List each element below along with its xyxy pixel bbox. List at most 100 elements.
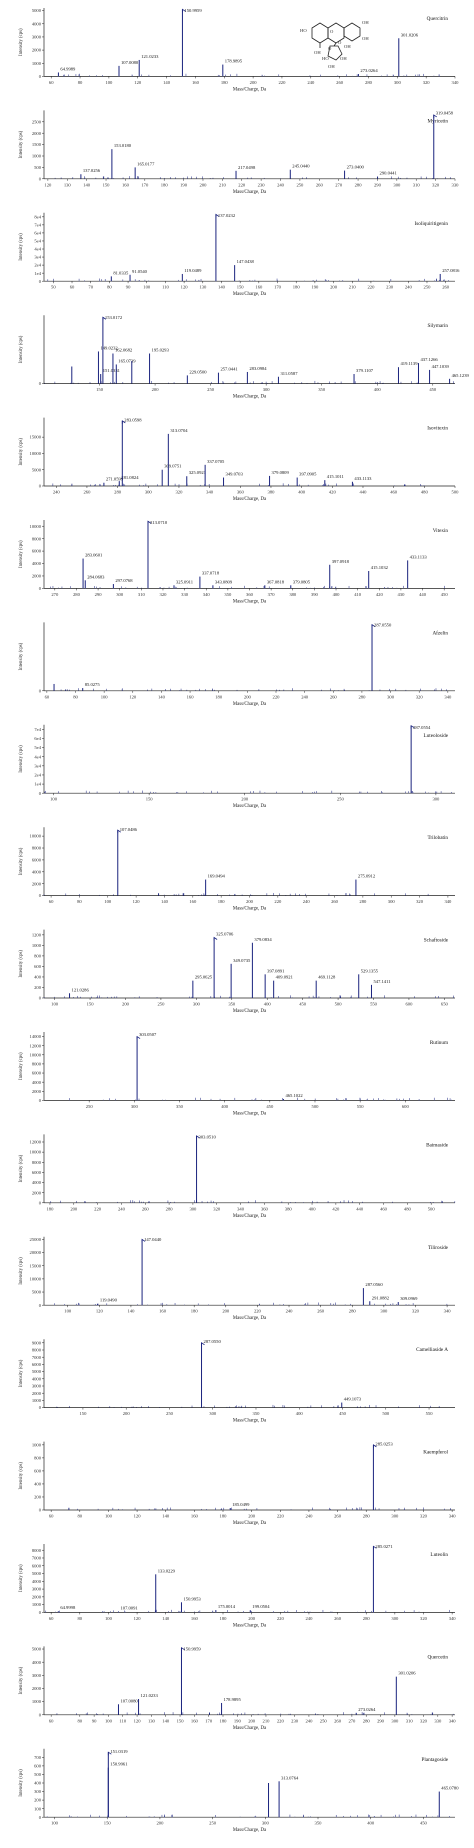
- y-axis-title: Intensity (cps): [19, 28, 24, 56]
- x-tick-label: 170: [205, 1718, 213, 1723]
- x-tick-label: 250: [424, 285, 432, 290]
- peak-label: 419.1139: [400, 361, 418, 366]
- x-tick-label: 220: [367, 285, 375, 290]
- x-tick-label: 100: [50, 797, 58, 802]
- x-tick-label: 260: [316, 182, 324, 187]
- x-tick-label: 280: [166, 1206, 174, 1211]
- peak-label: 379.1107: [356, 368, 374, 373]
- peak-label: 319.0458: [436, 110, 454, 115]
- peak-label: 469.1128: [318, 975, 336, 980]
- x-tick-label: 550: [357, 1104, 365, 1109]
- x-tick-label: 300: [262, 1821, 270, 1826]
- peak-marker: [213, 936, 218, 941]
- x-tick-label: 120: [133, 899, 141, 904]
- x-tick-label: 140: [163, 80, 171, 85]
- x-tick-label: 280: [363, 1616, 371, 1621]
- peak-label: 283.0984: [249, 366, 267, 371]
- y-tick-label: 12000: [30, 1043, 42, 1048]
- y-tick-label: 4000: [32, 561, 42, 566]
- x-tick-label: 130: [64, 182, 72, 187]
- peak-label: 325.0911: [176, 579, 194, 584]
- y-tick-label: 3000: [32, 1673, 42, 1678]
- peak-marker: [182, 8, 186, 13]
- y-tick-label: 0: [39, 1405, 42, 1410]
- peak-label: 150.9953: [183, 1596, 201, 1601]
- peak-label: 285.0271: [375, 1544, 393, 1549]
- x-tick-label: 150: [237, 285, 245, 290]
- x-tick-label: 60: [49, 1718, 54, 1723]
- x-axis-title: Mass/Charge, Da: [233, 190, 267, 195]
- x-tick-label: 180: [293, 285, 301, 290]
- peak-label: 81.0335: [113, 270, 129, 275]
- peak-marker: [107, 1751, 112, 1756]
- x-tick-label: 350: [224, 592, 232, 597]
- spectrum-panel: 2000 4000 6000 8000 10000 0 270 280 290 300 310 320…: [19, 520, 455, 604]
- peak-label: 150.9959: [184, 8, 202, 13]
- peak-label: 433.1133: [410, 554, 428, 559]
- x-tick-label: 480: [421, 490, 429, 495]
- x-tick-label: 190: [311, 285, 319, 290]
- compound-name: Plantagoside: [421, 1757, 448, 1763]
- peak-label: 271.0599: [106, 477, 124, 482]
- x-tick-label: 290: [95, 592, 103, 597]
- peak-marker: [196, 1135, 200, 1139]
- y-tick-label: 3e4: [34, 763, 41, 768]
- x-tick-label: 120: [134, 1514, 142, 1519]
- x-tick-label: 260: [334, 1616, 342, 1621]
- y-tick-label: 4000: [32, 869, 42, 874]
- x-tick-label: 200: [248, 1718, 256, 1723]
- peak-label: 313.0710: [150, 520, 168, 525]
- x-tick-label: 180: [218, 899, 226, 904]
- peak-label: 349.0735: [233, 958, 251, 963]
- y-tick-label: 500: [34, 165, 42, 170]
- x-tick-label: 400: [309, 1206, 317, 1211]
- x-tick-label: 340: [452, 80, 460, 85]
- x-tick-label: 280: [358, 694, 366, 699]
- peak-label: 121.0233: [141, 1693, 159, 1698]
- y-tick-label: 4000: [32, 21, 42, 26]
- x-tick-label: 160: [192, 80, 200, 85]
- peak-label: 162.0682: [115, 348, 133, 353]
- peak-label: 379.0834: [254, 937, 272, 942]
- y-tick-label: 8000: [32, 1348, 42, 1353]
- peak-label: 64.9998: [60, 1605, 76, 1610]
- peak-label: 547.1411: [373, 979, 391, 984]
- x-tick-label: 350: [176, 1104, 184, 1109]
- structure-label: OH: [362, 36, 369, 41]
- x-tick-label: 120: [134, 80, 142, 85]
- x-tick-label: 340: [203, 592, 211, 597]
- y-tick-label: 100: [34, 1806, 42, 1811]
- structure-label: OH: [314, 50, 321, 55]
- y-tick-label: 0: [39, 1508, 42, 1513]
- x-tick-label: 300: [393, 182, 401, 187]
- y-tick-label: 10000: [30, 1276, 42, 1281]
- x-axis-title: Mass/Charge, Da: [233, 907, 267, 912]
- x-tick-label: 320: [213, 1206, 221, 1211]
- x-tick-label: 280: [73, 592, 81, 597]
- x-tick-label: 140: [161, 899, 169, 904]
- x-tick-label: 230: [291, 1718, 299, 1723]
- y-axis-title: Intensity (cps): [19, 642, 24, 670]
- peak-label: 349.0703: [226, 472, 244, 477]
- peak-label: 150.9959: [183, 1646, 201, 1651]
- peak-marker: [136, 1035, 141, 1040]
- x-tick-label: 450: [441, 592, 449, 597]
- x-tick-label: 200: [241, 797, 249, 802]
- x-axis-title: Mass/Charge, Da: [233, 1623, 267, 1628]
- x-tick-label: 440: [356, 1206, 364, 1211]
- peak-label: 91.0540: [132, 269, 148, 274]
- x-tick-label: 310: [406, 1718, 414, 1723]
- x-tick-label: 320: [416, 694, 424, 699]
- y-axis-title: Intensity (cps): [19, 1154, 24, 1182]
- x-tick-label: 460: [380, 1206, 388, 1211]
- x-tick-label: 260: [334, 1514, 342, 1519]
- x-tick-label: 330: [434, 1718, 442, 1723]
- peak-label: 273.0400: [347, 165, 365, 170]
- x-tick-label: 320: [423, 80, 431, 85]
- x-tick-label: 240: [305, 1616, 313, 1621]
- y-tick-label: 400: [34, 1781, 42, 1786]
- x-tick-label: 500: [312, 1104, 320, 1109]
- structure-label: OH: [362, 20, 369, 25]
- peak-label: 121.0233: [141, 54, 159, 59]
